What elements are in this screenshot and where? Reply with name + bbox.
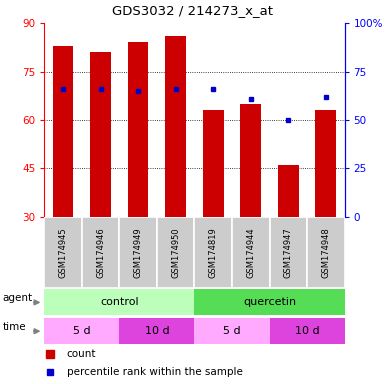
Bar <box>119 217 157 288</box>
Bar <box>270 318 345 344</box>
Text: GSM174948: GSM174948 <box>321 227 330 278</box>
Text: time: time <box>2 322 26 332</box>
Bar <box>90 52 111 217</box>
Bar <box>44 217 82 288</box>
Bar <box>53 46 74 217</box>
Bar <box>203 110 224 217</box>
Text: GSM174944: GSM174944 <box>246 227 255 278</box>
Text: count: count <box>67 349 96 359</box>
Bar <box>315 110 336 217</box>
Text: quercetin: quercetin <box>243 297 296 308</box>
Bar <box>307 217 345 288</box>
Text: GSM174946: GSM174946 <box>96 227 105 278</box>
Bar <box>157 217 194 288</box>
Bar <box>232 217 270 288</box>
Bar <box>128 43 149 217</box>
Bar <box>44 318 119 344</box>
Text: 5 d: 5 d <box>73 326 90 336</box>
Text: GSM174945: GSM174945 <box>59 227 67 278</box>
Text: GSM174950: GSM174950 <box>171 227 180 278</box>
Bar <box>194 290 345 315</box>
Bar <box>278 165 299 217</box>
Text: GDS3032 / 214273_x_at: GDS3032 / 214273_x_at <box>112 4 273 17</box>
Bar <box>194 318 270 344</box>
Bar <box>270 217 307 288</box>
Bar <box>165 36 186 217</box>
Text: control: control <box>100 297 139 308</box>
Text: GSM174949: GSM174949 <box>134 227 142 278</box>
Bar <box>44 290 194 315</box>
Text: 5 d: 5 d <box>223 326 241 336</box>
Text: GSM174947: GSM174947 <box>284 227 293 278</box>
Bar <box>119 318 194 344</box>
Text: 10 d: 10 d <box>145 326 169 336</box>
Bar <box>82 217 119 288</box>
Text: GSM174819: GSM174819 <box>209 227 218 278</box>
Text: agent: agent <box>2 293 32 303</box>
Bar <box>194 217 232 288</box>
Text: 10 d: 10 d <box>295 326 319 336</box>
Bar <box>240 104 261 217</box>
Text: percentile rank within the sample: percentile rank within the sample <box>67 366 243 377</box>
